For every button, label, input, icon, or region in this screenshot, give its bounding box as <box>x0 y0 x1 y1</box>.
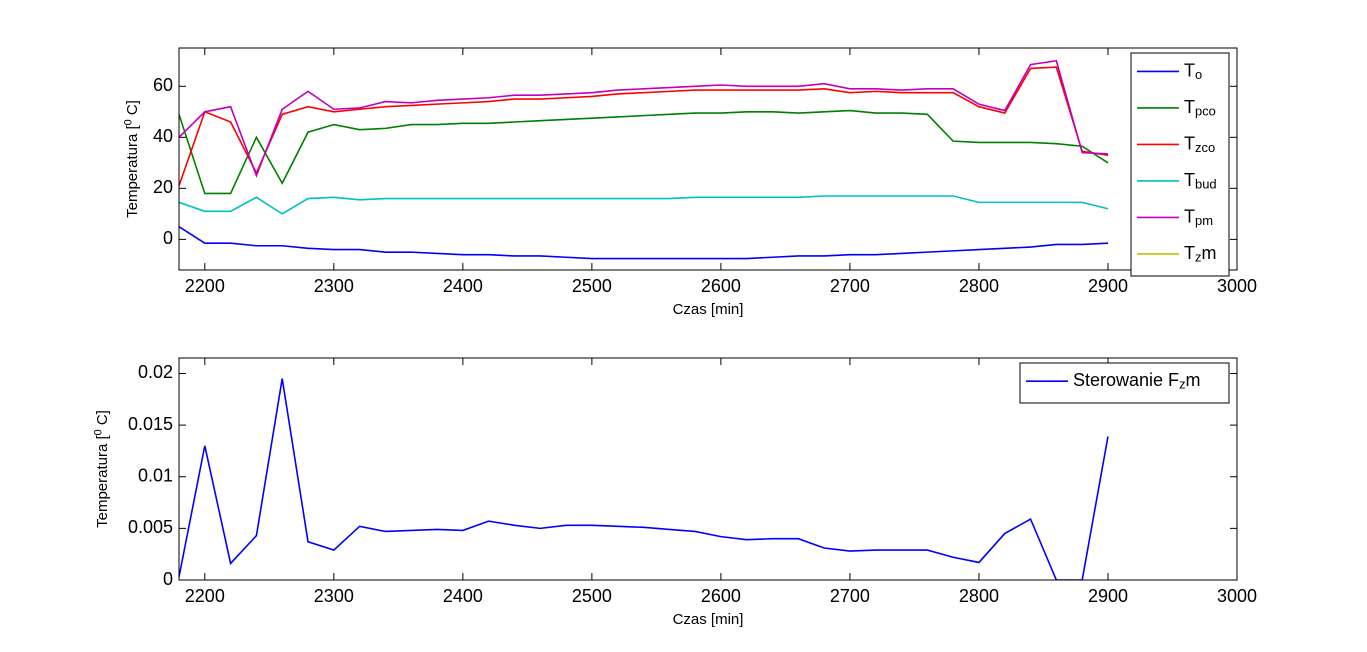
legend-box <box>1130 52 1230 277</box>
x-tick-label: 3000 <box>1217 276 1257 296</box>
x-tick-label: 3000 <box>1217 586 1257 606</box>
x-axis-label: Czas [min] <box>673 611 744 628</box>
x-tick-label: 2200 <box>185 586 225 606</box>
y-tick-label: 60 <box>153 75 173 95</box>
y-tick-label: 0.015 <box>128 414 173 434</box>
x-tick-label: 2500 <box>572 586 612 606</box>
x-tick-label: 2400 <box>443 586 483 606</box>
y-axis-label: Temperatura [0​ C] <box>123 100 141 218</box>
x-tick-label: 2400 <box>443 276 483 296</box>
y-tick-label: 0.005 <box>128 517 173 537</box>
legend-label: Tbud​ <box>1184 170 1217 192</box>
series-group <box>179 378 1109 580</box>
x-tick-label: 2600 <box>701 586 741 606</box>
x-tick-label: 2800 <box>959 586 999 606</box>
series-line <box>179 378 1109 580</box>
x-axis-label: Czas [min] <box>673 301 744 318</box>
x-tick-label: 2700 <box>830 586 870 606</box>
x-tick-label: 2300 <box>314 586 354 606</box>
legend-label: Tpco​ <box>1184 97 1216 119</box>
x-tick-label: 2300 <box>314 276 354 296</box>
x-tick-label: 2700 <box>830 276 870 296</box>
x-tick-label: 2200 <box>185 276 225 296</box>
series-line <box>179 109 1109 195</box>
series-group <box>179 59 1109 260</box>
series-line <box>179 225 1109 260</box>
y-tick-label: 40 <box>153 126 173 146</box>
x-tick-label: 2500 <box>572 276 612 296</box>
y-tick-label: 20 <box>153 177 173 197</box>
x-tick-label: 2900 <box>1088 276 1128 296</box>
y-tick-label: 0 <box>163 228 173 248</box>
legend-label: To​ <box>1184 60 1202 82</box>
x-tick-label: 2600 <box>701 276 741 296</box>
series-line <box>179 59 1109 178</box>
legend-box <box>1019 362 1230 404</box>
legend-label: Tzco​ <box>1184 133 1215 155</box>
legend-label: Tz​m <box>1184 243 1216 265</box>
x-tick-label: 2900 <box>1088 586 1128 606</box>
axes-frame <box>178 47 1238 271</box>
plot-area <box>179 48 1237 270</box>
y-tick-label: 0.01 <box>138 465 173 485</box>
series-line <box>179 195 1109 215</box>
y-tick-label: 0.02 <box>138 362 173 382</box>
x-tick-label: 2800 <box>959 276 999 296</box>
legend-label: Sterowanie Fz​m <box>1073 370 1201 392</box>
series-line <box>179 66 1109 187</box>
axes-frame <box>178 357 1238 581</box>
legend-label: Tpm​ <box>1184 206 1213 228</box>
y-axis-label: Temperatura [0​ C] <box>93 410 111 528</box>
y-tick-label: 0 <box>163 569 173 589</box>
